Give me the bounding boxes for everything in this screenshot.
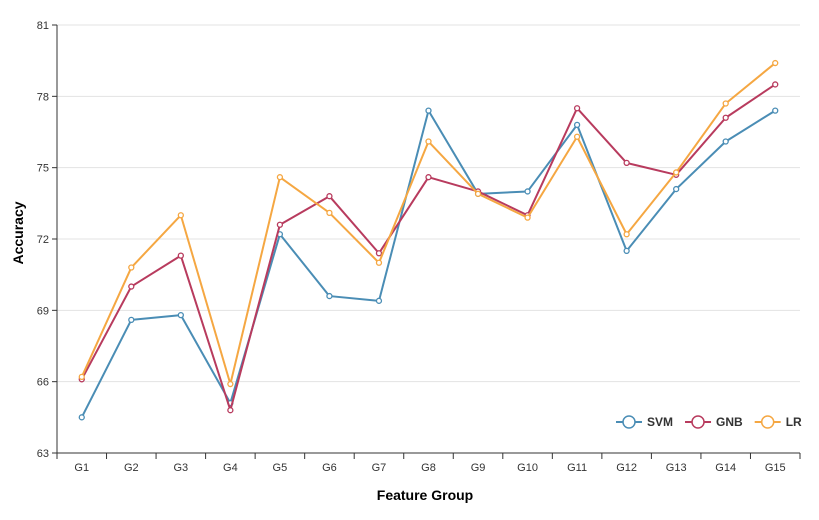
data-point-gnb[interactable] — [623, 159, 630, 167]
x-tick-label: G2 — [124, 462, 139, 474]
data-point-gnb[interactable] — [772, 81, 779, 88]
x-tick-label: G1 — [74, 462, 89, 474]
x-tick-label: G5 — [273, 462, 288, 474]
x-tick-label: G7 — [372, 462, 387, 474]
legend-marker — [622, 415, 636, 429]
y-tick-label: 66 — [37, 377, 49, 389]
y-tick-label: 72 — [37, 234, 49, 246]
legend-marker — [760, 415, 775, 429]
axes: 63 66 69 72 75 78 81 G1 G2 G3 G4 G5 G6 G7 G8 G9 G10 G11 G1… — [37, 20, 801, 474]
data-point-gnb[interactable] — [276, 221, 284, 228]
x-tick-label: G15 — [765, 462, 786, 474]
data-point-lr[interactable] — [78, 373, 85, 381]
x-tick-label: G9 — [471, 462, 486, 474]
legend-item-gnb[interactable]: GNB — [685, 415, 743, 429]
data-point-svm[interactable] — [673, 185, 680, 193]
data-point-lr[interactable] — [772, 59, 779, 67]
y-tick-label: 81 — [37, 20, 49, 32]
data-point-lr[interactable] — [177, 212, 184, 219]
series-gnb — [78, 81, 779, 414]
data-point-lr[interactable] — [375, 259, 383, 266]
data-point-lr[interactable] — [128, 264, 135, 271]
legend-label: GNB — [716, 415, 743, 429]
legend: SVM GNB LR — [616, 415, 802, 429]
data-point-gnb[interactable] — [326, 193, 333, 200]
data-point-svm[interactable] — [78, 414, 85, 421]
data-point-svm[interactable] — [573, 121, 581, 129]
grid-lines — [57, 24, 800, 383]
y-tick-label: 63 — [37, 448, 49, 460]
data-point-lr[interactable] — [326, 209, 333, 216]
x-tick-label: G8 — [421, 462, 436, 474]
data-point-lr[interactable] — [623, 231, 630, 238]
y-tick-label: 78 — [37, 91, 49, 103]
data-point-svm[interactable] — [128, 316, 135, 323]
data-point-gnb[interactable] — [375, 250, 383, 257]
legend-item-lr[interactable]: LR — [754, 415, 802, 429]
data-point-gnb[interactable] — [177, 252, 184, 259]
series-line-gnb — [80, 83, 776, 412]
x-tick-label: G14 — [715, 462, 736, 474]
series-lr — [78, 59, 779, 388]
data-point-svm[interactable] — [177, 311, 184, 319]
data-point-svm[interactable] — [326, 292, 333, 300]
y-tick-label: 69 — [37, 305, 49, 317]
data-point-svm[interactable] — [425, 107, 432, 114]
x-tick-label: G4 — [223, 462, 238, 474]
data-point-gnb[interactable] — [722, 114, 729, 121]
data-point-gnb[interactable] — [425, 174, 432, 181]
data-point-lr[interactable] — [474, 190, 482, 197]
y-axis-title: Accuracy — [10, 201, 26, 264]
legend-label: SVM — [647, 415, 673, 429]
data-point-gnb[interactable] — [573, 105, 581, 112]
x-tick-label: G3 — [173, 462, 188, 474]
data-point-lr[interactable] — [524, 214, 531, 221]
data-point-lr[interactable] — [573, 133, 581, 140]
x-tick-label: G13 — [666, 462, 687, 474]
x-tick-label: G6 — [322, 462, 337, 474]
data-point-lr[interactable] — [425, 138, 432, 145]
x-axis-title: Feature Group — [377, 487, 473, 503]
data-point-gnb[interactable] — [128, 283, 135, 290]
series-lines — [78, 59, 779, 421]
data-point-svm[interactable] — [623, 247, 630, 255]
data-point-lr[interactable] — [276, 174, 284, 181]
data-point-lr[interactable] — [673, 169, 680, 176]
data-point-gnb[interactable] — [227, 407, 234, 414]
legend-item-svm[interactable]: SVM — [616, 415, 673, 429]
data-point-svm[interactable] — [375, 297, 383, 304]
series-line-svm — [80, 109, 776, 418]
data-point-svm[interactable] — [722, 138, 729, 145]
legend-label: LR — [786, 415, 802, 429]
data-point-svm[interactable] — [772, 107, 779, 114]
data-point-lr[interactable] — [227, 380, 234, 388]
x-tick-label: G10 — [517, 462, 538, 474]
x-tick-label: G11 — [567, 462, 587, 474]
x-tick-label: G12 — [616, 462, 637, 474]
data-point-svm[interactable] — [524, 188, 531, 195]
y-tick-label: 75 — [37, 163, 49, 175]
legend-marker — [691, 415, 705, 429]
data-point-lr[interactable] — [722, 100, 729, 107]
